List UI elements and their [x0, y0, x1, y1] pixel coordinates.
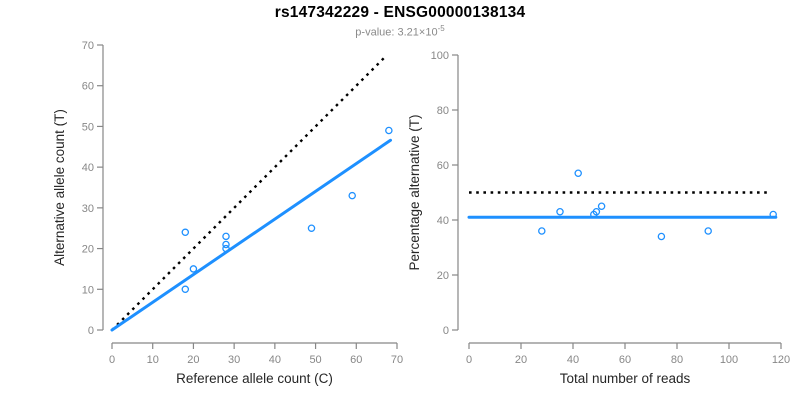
- x-tick-label: 20: [187, 354, 199, 366]
- data-point: [181, 228, 190, 237]
- data-point: [181, 285, 190, 294]
- data-point: [348, 191, 356, 200]
- x-tick-label: 70: [391, 354, 403, 366]
- x-tick-label: 30: [228, 354, 240, 366]
- x-axis-label: Reference allele count (C): [176, 371, 333, 386]
- data-point: [307, 224, 316, 232]
- x-tick-label: 60: [619, 354, 631, 366]
- regression-line: [110, 138, 392, 332]
- data-point: [189, 265, 198, 273]
- x-tick-label: 20: [515, 354, 527, 366]
- y-tick-label: 60: [82, 81, 94, 93]
- y-tick-label: 20: [82, 244, 94, 256]
- x-tick-label: 100: [720, 354, 738, 366]
- x-tick-label: 50: [309, 354, 321, 366]
- data-point: [538, 227, 546, 235]
- right-panel: 0 20 40 60 80 100 0 20 40 60 80 100 120 Total number …: [407, 50, 790, 386]
- identity-line: [111, 55, 387, 331]
- y-tick-label: 20: [437, 270, 449, 282]
- plot-title: rs147342229 - ENSG00000138134: [274, 4, 526, 21]
- x-tick-label: 0: [109, 354, 115, 366]
- y-tick-label: 0: [443, 325, 449, 337]
- data-point: [657, 232, 666, 241]
- x-tick-label: 60: [350, 354, 362, 366]
- data-point: [704, 227, 712, 235]
- y-tick-label: 10: [82, 284, 94, 296]
- x-tick-label: 120: [772, 354, 790, 366]
- y-axis-label: Alternative allele count (T): [52, 109, 67, 266]
- y-tick-label: 40: [437, 215, 449, 227]
- y-tick-label: 0: [88, 325, 94, 337]
- y-tick-label: 70: [82, 40, 94, 52]
- data-point: [222, 240, 230, 249]
- x-tick-label: 40: [567, 354, 579, 366]
- pvalue-text: p-value: 3.21×10: [355, 26, 438, 39]
- data-point: [574, 169, 582, 177]
- y-tick-label: 50: [82, 121, 94, 133]
- y-tick-label: 30: [82, 203, 94, 215]
- y-axis-label: Percentage alternative (T): [407, 114, 422, 270]
- plot-subtitle: p-value: 3.21×10-5: [0, 24, 800, 39]
- data-point: [222, 232, 230, 241]
- x-tick-label: 80: [671, 354, 683, 366]
- x-tick-label: 10: [147, 354, 159, 366]
- x-tick-label: 0: [466, 354, 472, 366]
- data-point: [385, 126, 393, 135]
- pvalue-exponent: -5: [437, 24, 445, 33]
- x-tick-label: 40: [269, 354, 281, 366]
- y-tick-label: 40: [82, 162, 94, 174]
- y-tick-label: 100: [431, 50, 449, 62]
- y-tick-label: 60: [437, 160, 449, 172]
- y-tick-label: 80: [437, 105, 449, 117]
- data-point: [556, 207, 564, 216]
- left-panel: 0 10 20 30 40 50 60 70 0 10 20 30 40 50 60 70 Reference …: [52, 40, 403, 386]
- x-axis-label: Total number of reads: [560, 371, 691, 386]
- data-point: [597, 202, 606, 210]
